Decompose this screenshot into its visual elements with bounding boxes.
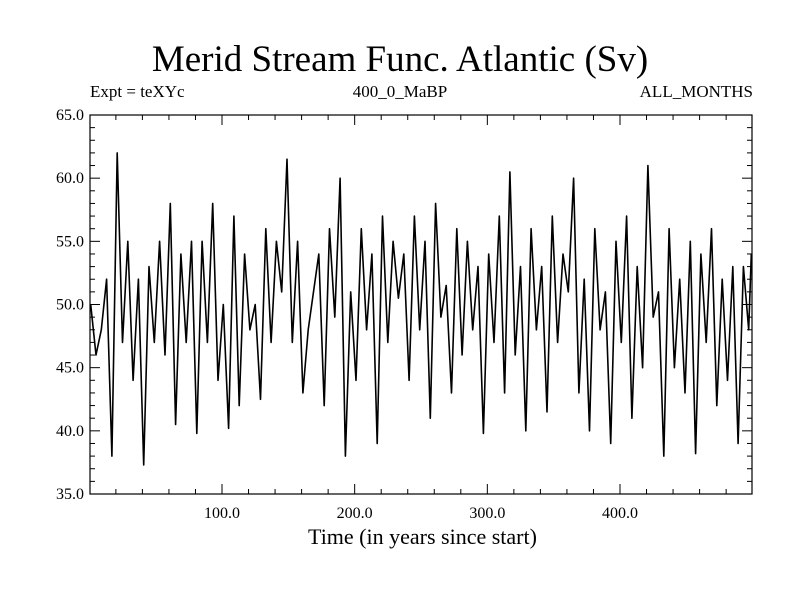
period-label: 400_0_MaBP bbox=[352, 82, 448, 101]
y-tick-label: 35.0 bbox=[56, 486, 84, 503]
y-tick-label: 65.0 bbox=[56, 107, 84, 124]
x-tick-label: 200.0 bbox=[337, 505, 373, 522]
x-tick-label: 300.0 bbox=[469, 505, 505, 522]
y-tick-label: 40.0 bbox=[56, 423, 84, 440]
x-axis-label: Time (in years since start) bbox=[308, 524, 537, 549]
y-tick-label: 45.0 bbox=[56, 360, 84, 377]
y-tick-label: 55.0 bbox=[56, 233, 84, 250]
axis-tick-labels: 35.0 40.0 45.0 50.0 55.0 60.0 65.0 100.0 200.0 30… bbox=[56, 107, 638, 522]
months-label: ALL_MONTHS bbox=[639, 82, 753, 101]
experiment-label: Expt = teXYc bbox=[90, 82, 185, 101]
y-tick-label: 60.0 bbox=[56, 170, 84, 187]
y-tick-label: 50.0 bbox=[56, 297, 84, 314]
series-line bbox=[89, 152, 753, 466]
plot-frame bbox=[89, 114, 753, 495]
chart-title: Merid Stream Func. Atlantic (Sv) bbox=[151, 39, 649, 80]
x-tick-label: 400.0 bbox=[602, 505, 638, 522]
x-tick-label: 100.0 bbox=[204, 505, 240, 522]
